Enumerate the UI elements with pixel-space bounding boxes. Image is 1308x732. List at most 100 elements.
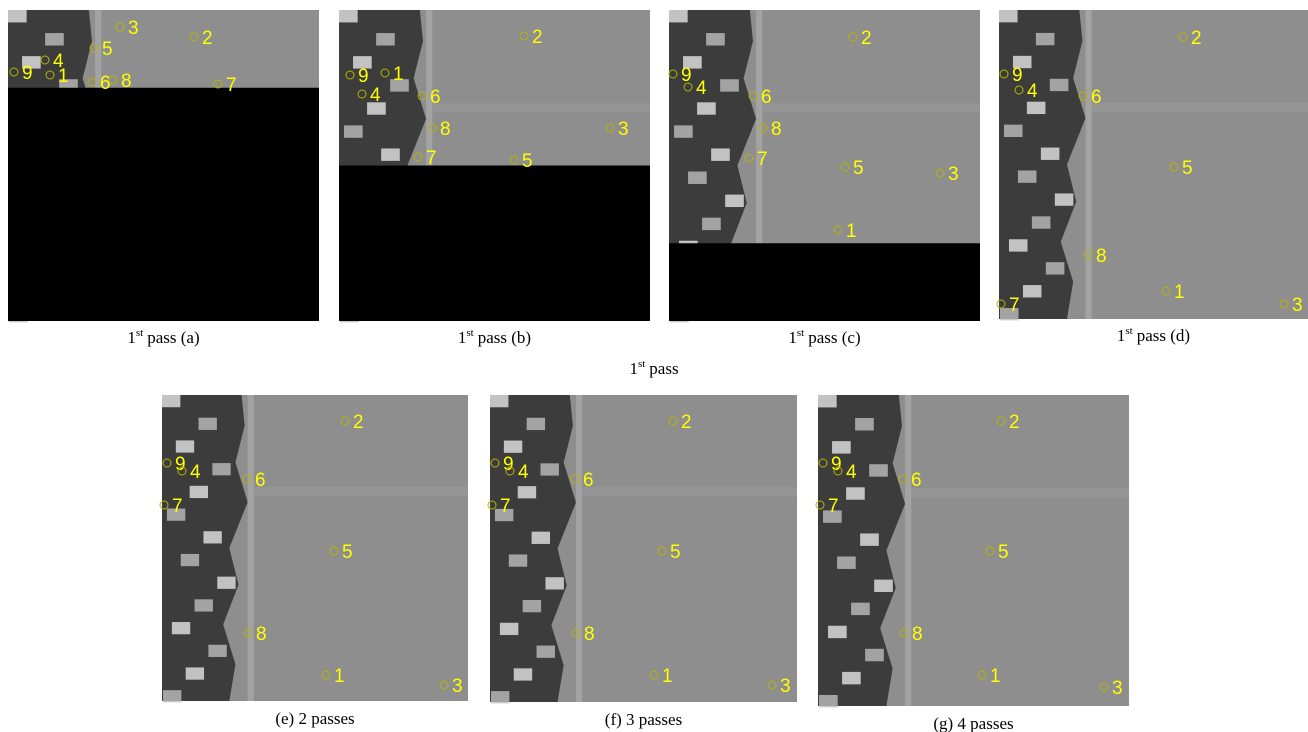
marker-circle (519, 31, 529, 41)
caption: (g) 4 passes (933, 714, 1013, 732)
bright-patch (494, 508, 514, 522)
marker-circle (1169, 162, 1179, 172)
bright-patch (725, 194, 744, 208)
caption-text: (f) 3 passes (605, 710, 682, 729)
bright-patch (999, 308, 1019, 321)
marker-label: 9 (22, 63, 33, 84)
marker-circle (683, 82, 693, 92)
unprocessed-mask (339, 165, 650, 321)
bright-patch (819, 694, 838, 708)
marker-label: 7 (172, 496, 183, 517)
marker-circle (977, 670, 987, 680)
bright-patch (180, 553, 200, 567)
marker-label: 3 (1292, 295, 1303, 316)
marker-label: 3 (1112, 678, 1123, 699)
marker-circle (570, 474, 580, 484)
bright-patch (1012, 55, 1032, 69)
bright-patch (832, 441, 851, 454)
marker-circle (108, 75, 118, 85)
field-band (756, 10, 763, 321)
marker-circle (1161, 286, 1171, 296)
marker-label: 2 (1009, 412, 1020, 433)
bright-patch (869, 464, 888, 477)
bright-patch (842, 671, 861, 685)
bright-patch (381, 148, 400, 161)
bright-patch (490, 691, 510, 704)
bright-patch (874, 579, 893, 593)
marker-label: 5 (998, 542, 1009, 563)
bright-patch (851, 602, 870, 616)
marker-label: 5 (1182, 158, 1193, 179)
caption: (f) 3 passes (605, 710, 682, 729)
marker-circle (417, 91, 427, 101)
marker-label: 1 (1174, 282, 1185, 303)
bright-patch (531, 531, 551, 544)
marker-circle (668, 69, 678, 79)
bright-patch (390, 79, 409, 92)
marker-label: 8 (584, 624, 595, 645)
caption-text: pass (a) (147, 328, 199, 347)
bright-patch (706, 33, 725, 46)
marker-label: 6 (430, 87, 441, 108)
marker-label: 4 (1027, 81, 1038, 102)
unprocessed-mask (8, 87, 319, 321)
marker-circle (815, 500, 825, 510)
bright-patch (517, 486, 537, 499)
bright-patch (194, 599, 213, 612)
bright-patch (499, 622, 519, 636)
marker-circle (848, 32, 858, 42)
marker-label: 9 (175, 454, 186, 475)
bright-patch (674, 125, 693, 138)
bright-patch (999, 10, 1018, 23)
caption-sup: st (638, 358, 645, 370)
bright-patch (22, 56, 41, 69)
caption-sup: st (136, 327, 143, 339)
marker-label: 3 (452, 676, 463, 697)
marker-circle (899, 628, 909, 638)
marker-label: 8 (440, 119, 451, 140)
marker-circle (1014, 85, 1024, 95)
caption-text: (g) 4 passes (933, 714, 1013, 732)
field-band (575, 395, 583, 702)
bright-patch (702, 217, 721, 231)
marker-circle (321, 670, 331, 680)
bright-patch (1008, 239, 1028, 252)
marker-label: 1 (334, 666, 345, 687)
marker-circle (840, 162, 850, 172)
bright-patch (353, 56, 372, 69)
row-band (582, 487, 797, 497)
bright-patch (540, 463, 559, 476)
marker-circle (243, 628, 253, 638)
bright-patch (855, 418, 874, 431)
caption-number: 1 (127, 328, 136, 347)
marker-circle (758, 123, 768, 133)
bright-patch (1003, 124, 1023, 137)
marker-label: 2 (681, 412, 692, 433)
marker-circle (439, 680, 449, 690)
bright-patch (536, 645, 555, 658)
caption: (e) 2 passes (275, 709, 354, 728)
marker-label: 5 (670, 542, 681, 563)
marker-circle (767, 680, 777, 690)
bright-patch (711, 148, 730, 161)
caption-number: 1 (1117, 326, 1126, 345)
marker-label: 6 (761, 87, 772, 108)
field-band (247, 395, 254, 701)
bright-patch (1026, 101, 1046, 115)
bright-patch (818, 395, 837, 408)
bright-patch (828, 625, 847, 639)
bright-patch (1022, 285, 1042, 298)
marker-label: 8 (771, 119, 782, 140)
marker-label: 6 (911, 470, 922, 491)
caption-text: (e) 2 passes (275, 709, 354, 728)
bright-patch (513, 668, 533, 681)
marker-circle (413, 152, 423, 162)
marker-circle (935, 168, 945, 178)
marker-label: 2 (1191, 28, 1202, 49)
marker-label: 7 (757, 149, 768, 170)
marker-label: 1 (58, 66, 69, 87)
marker-circle (1083, 250, 1093, 260)
marker-circle (833, 466, 843, 476)
